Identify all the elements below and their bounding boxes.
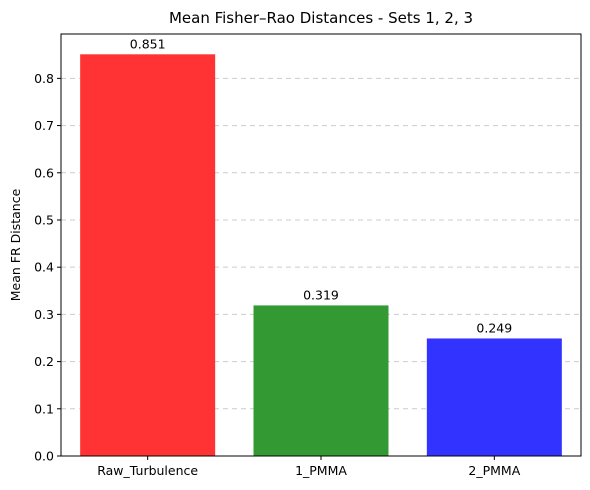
y-tick-label: 0.6 (34, 165, 54, 180)
x-tick-label: 1_PMMA (295, 463, 347, 478)
y-tick-label: 0.5 (34, 212, 54, 227)
bars (80, 54, 562, 456)
bar-value-label: 0.249 (476, 320, 512, 335)
x-tick-label: Raw_Turbulence (97, 463, 198, 478)
bar-value-labels: 0.851 0.319 0.249 (130, 36, 512, 335)
y-axis-ticks: 0.0 0.1 0.2 0.3 0.4 0.5 0.6 0.7 0.8 (34, 71, 61, 464)
bar-1-pmma (253, 305, 389, 456)
y-axis-label: Mean FR Distance (8, 188, 23, 301)
y-tick-label: 0.7 (34, 118, 54, 133)
bar-value-label: 0.851 (130, 36, 166, 51)
y-tick-label: 0.8 (34, 71, 54, 86)
y-tick-label: 0.1 (34, 401, 54, 416)
y-tick-label: 0.0 (34, 449, 54, 464)
y-tick-label: 0.3 (34, 307, 54, 322)
y-tick-label: 0.4 (34, 260, 54, 275)
bar-value-label: 0.319 (303, 287, 339, 302)
axes-frame (60, 33, 582, 457)
chart-title: Mean Fisher–Rao Distances - Sets 1, 2, 3 (169, 9, 473, 27)
x-axis-ticks: Raw_Turbulence 1_PMMA 2_PMMA (97, 456, 521, 478)
bar-raw-turbulence (80, 54, 216, 456)
bar-2-pmma (426, 338, 562, 456)
y-tick-label: 0.2 (34, 354, 54, 369)
x-tick-label: 2_PMMA (468, 463, 520, 478)
